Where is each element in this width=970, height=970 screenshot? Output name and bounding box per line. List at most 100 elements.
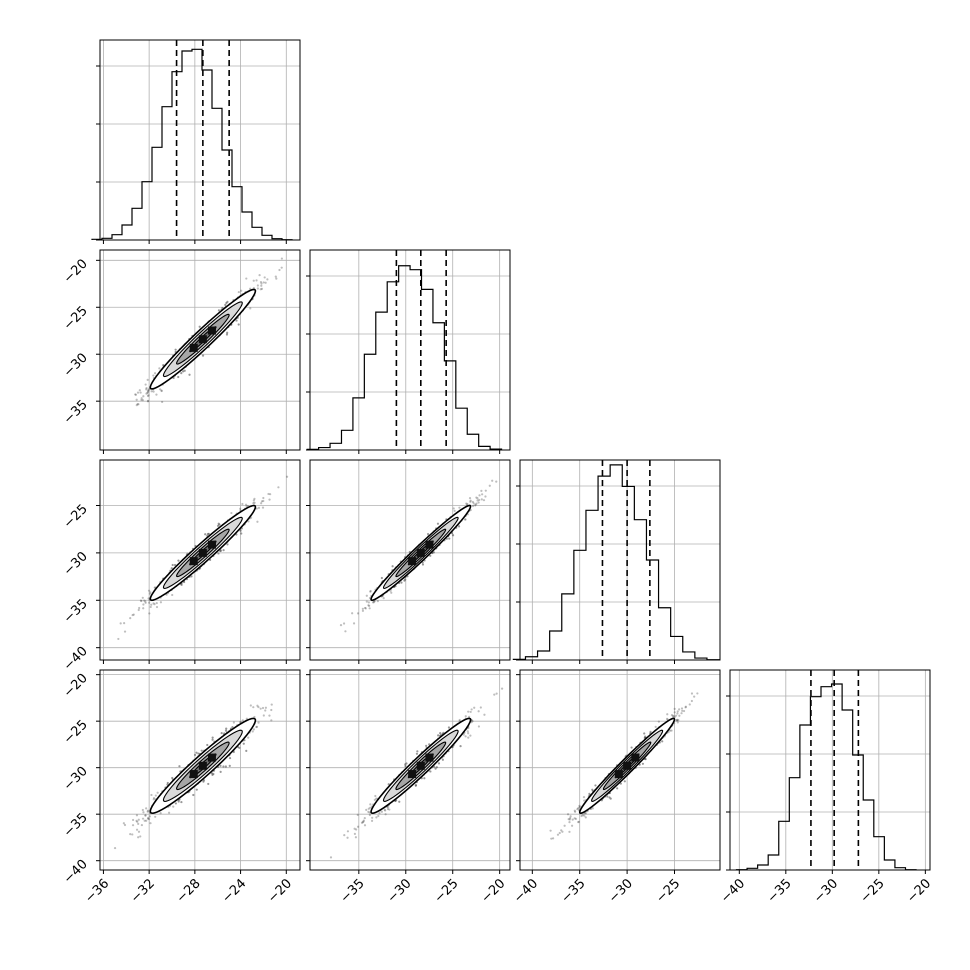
scatter-point xyxy=(495,692,498,695)
scatter-point xyxy=(171,563,174,567)
scatter-point xyxy=(147,389,150,393)
scatter-point xyxy=(146,400,150,403)
histogram-step-1 xyxy=(306,265,503,450)
density-cells xyxy=(408,753,434,779)
scatter-point xyxy=(368,604,371,607)
scatter-point xyxy=(212,772,215,776)
scatter-point xyxy=(447,726,451,729)
scatter-point xyxy=(150,603,153,606)
scatter-point xyxy=(211,736,214,739)
scatter-point xyxy=(249,307,252,310)
scatter-point xyxy=(468,497,472,500)
scatter-point xyxy=(137,836,140,839)
scatter-point xyxy=(657,720,660,723)
scatter-point xyxy=(475,502,478,505)
scatter-point xyxy=(339,624,343,627)
scatter-point xyxy=(477,710,480,713)
scatter-point xyxy=(467,736,470,739)
scatter-point xyxy=(267,492,270,496)
histogram-panel-2 xyxy=(512,459,721,664)
density-panel-3-1 xyxy=(306,669,511,874)
scatter-point xyxy=(123,823,127,827)
scatter-point xyxy=(260,287,264,290)
scatter-point xyxy=(140,599,143,603)
scatter-point xyxy=(158,388,162,391)
scatter-point xyxy=(148,815,151,818)
scatter-point xyxy=(680,712,683,715)
scatter-point xyxy=(251,730,254,733)
density-panel-2-0 xyxy=(96,459,301,664)
scatter-point xyxy=(676,710,679,713)
scatter-point xyxy=(140,398,143,402)
scatter-point xyxy=(389,589,392,592)
scatter-point xyxy=(156,791,159,794)
scatter-point xyxy=(259,280,263,284)
scatter-point xyxy=(375,816,378,819)
scatter-point xyxy=(144,383,147,386)
scatter-point xyxy=(141,817,145,820)
scatter-point xyxy=(264,706,267,709)
scatter-point xyxy=(119,622,122,625)
scatter-point xyxy=(453,509,456,512)
scatter-point xyxy=(145,388,148,391)
scatter-point xyxy=(135,828,139,831)
scatter-point xyxy=(134,393,137,396)
scatter-point xyxy=(252,279,255,282)
scatter-point xyxy=(275,277,278,280)
scatter-point xyxy=(211,738,214,741)
scatter-point xyxy=(363,606,367,610)
scatter-point xyxy=(285,475,289,478)
scatter-point xyxy=(376,600,379,603)
scatter-point xyxy=(678,708,681,711)
scatter-point xyxy=(367,601,370,604)
scatter-point xyxy=(224,729,228,732)
scatter-point xyxy=(153,372,157,375)
scatter-point xyxy=(471,500,474,504)
scatter-point xyxy=(368,607,371,610)
scatter-point xyxy=(135,814,139,817)
scatter-point xyxy=(471,504,475,508)
scatter-point xyxy=(477,725,481,728)
panel-frame xyxy=(309,459,511,661)
scatter-point xyxy=(219,764,222,767)
scatter-point xyxy=(264,709,267,712)
scatter-point xyxy=(346,830,350,833)
scatter-point xyxy=(465,502,468,505)
scatter-point xyxy=(416,750,419,753)
scatter-point xyxy=(458,506,461,509)
scatter-point xyxy=(469,500,472,503)
scatter-point xyxy=(488,484,491,487)
panel-content xyxy=(339,479,498,633)
scatter-point xyxy=(383,808,386,811)
scatter-point xyxy=(249,287,252,290)
scatter-point xyxy=(144,814,147,817)
scatter-point xyxy=(361,607,364,610)
scatter-point xyxy=(264,281,267,284)
scatter-point xyxy=(368,813,371,817)
scatter-point xyxy=(259,288,262,291)
scatter-point xyxy=(240,289,243,292)
scatter-point xyxy=(342,622,346,625)
scatter-point xyxy=(361,609,365,612)
scatter-point xyxy=(373,798,376,802)
scatter-point xyxy=(195,751,198,754)
histogram-panel-3 xyxy=(726,669,931,874)
scatter-point xyxy=(448,537,451,540)
scatter-point xyxy=(356,612,360,615)
density-cell xyxy=(198,548,207,557)
scatter-point xyxy=(135,404,138,407)
scatter-point xyxy=(344,630,347,633)
scatter-point xyxy=(260,500,264,503)
scatter-point xyxy=(141,596,144,599)
scatter-point xyxy=(362,819,365,822)
scatter-point xyxy=(428,743,431,746)
scatter-point xyxy=(623,780,626,783)
scatter-point xyxy=(390,591,393,594)
scatter-point xyxy=(137,818,140,821)
scatter-point xyxy=(148,592,151,595)
scatter-point xyxy=(354,836,357,839)
scatter-point xyxy=(260,502,263,505)
scatter-point xyxy=(369,589,372,593)
scatter-point xyxy=(183,369,186,372)
scatter-point xyxy=(206,743,209,747)
